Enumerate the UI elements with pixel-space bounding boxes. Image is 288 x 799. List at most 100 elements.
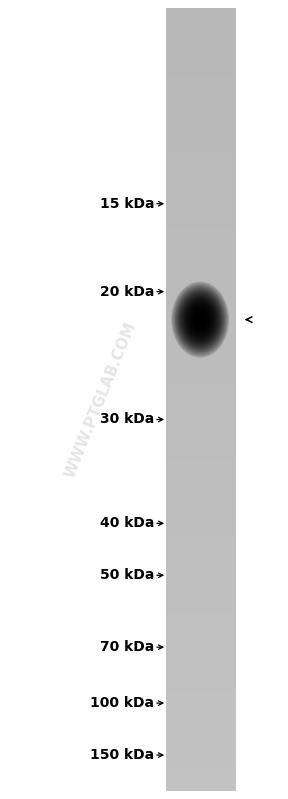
Bar bbox=[166, 378, 236, 380]
Bar bbox=[166, 104, 236, 106]
Bar bbox=[166, 444, 236, 447]
Ellipse shape bbox=[174, 285, 226, 354]
Bar bbox=[166, 551, 236, 552]
Ellipse shape bbox=[182, 296, 218, 344]
Bar bbox=[166, 323, 236, 325]
Ellipse shape bbox=[173, 284, 228, 356]
Bar bbox=[166, 16, 236, 18]
Bar bbox=[166, 519, 236, 521]
Ellipse shape bbox=[180, 293, 220, 346]
Bar bbox=[166, 769, 236, 772]
Bar bbox=[166, 718, 236, 721]
Bar bbox=[166, 697, 236, 699]
Bar bbox=[166, 244, 236, 247]
Bar bbox=[166, 658, 236, 660]
Bar bbox=[166, 212, 236, 213]
Bar bbox=[166, 380, 236, 382]
Bar bbox=[166, 555, 236, 556]
Bar bbox=[166, 690, 236, 691]
Bar bbox=[166, 543, 236, 544]
Text: 150 kDa: 150 kDa bbox=[90, 748, 154, 762]
Bar bbox=[166, 292, 236, 294]
Bar bbox=[166, 42, 236, 43]
Bar bbox=[166, 494, 236, 495]
Bar bbox=[166, 27, 236, 30]
Bar bbox=[166, 633, 236, 634]
Bar bbox=[166, 370, 236, 372]
Bar bbox=[166, 531, 236, 533]
Bar bbox=[166, 398, 236, 400]
Bar bbox=[166, 225, 236, 227]
Bar bbox=[166, 547, 236, 548]
Bar bbox=[166, 347, 236, 348]
Bar bbox=[166, 482, 236, 483]
Bar bbox=[166, 486, 236, 487]
Bar bbox=[166, 511, 236, 513]
Ellipse shape bbox=[176, 287, 225, 352]
Bar bbox=[166, 386, 236, 388]
Bar bbox=[166, 668, 236, 670]
Bar bbox=[166, 313, 236, 316]
Bar bbox=[166, 785, 236, 787]
Bar bbox=[166, 272, 236, 274]
Bar bbox=[166, 507, 236, 509]
Bar bbox=[166, 20, 236, 22]
Bar bbox=[166, 74, 236, 77]
Ellipse shape bbox=[172, 282, 228, 357]
Bar bbox=[166, 209, 236, 212]
Bar bbox=[166, 564, 236, 566]
Bar bbox=[166, 243, 236, 244]
Ellipse shape bbox=[178, 290, 222, 349]
Bar bbox=[166, 290, 236, 292]
Bar bbox=[166, 163, 236, 165]
Bar bbox=[166, 664, 236, 666]
Bar bbox=[166, 401, 236, 403]
Bar bbox=[166, 443, 236, 444]
Bar bbox=[166, 184, 236, 186]
Bar bbox=[166, 490, 236, 491]
Bar bbox=[166, 382, 236, 384]
Bar bbox=[166, 177, 236, 178]
Bar bbox=[166, 360, 236, 362]
Bar bbox=[166, 626, 236, 629]
Bar bbox=[166, 429, 236, 431]
Ellipse shape bbox=[176, 288, 224, 351]
Bar bbox=[166, 233, 236, 235]
Bar bbox=[166, 666, 236, 668]
Bar bbox=[166, 247, 236, 248]
Ellipse shape bbox=[183, 296, 218, 343]
Bar bbox=[166, 736, 236, 738]
Bar bbox=[166, 648, 236, 650]
Ellipse shape bbox=[193, 310, 207, 329]
Bar bbox=[166, 746, 236, 748]
Bar bbox=[166, 505, 236, 507]
Bar bbox=[166, 364, 236, 366]
Bar bbox=[166, 495, 236, 497]
Bar bbox=[166, 656, 236, 658]
Bar bbox=[166, 679, 236, 682]
Bar bbox=[166, 646, 236, 648]
Bar bbox=[166, 517, 236, 519]
Bar bbox=[166, 53, 236, 55]
Bar bbox=[166, 570, 236, 572]
Bar bbox=[166, 39, 236, 42]
Bar bbox=[166, 601, 236, 603]
Bar bbox=[166, 670, 236, 672]
Bar bbox=[166, 181, 236, 182]
Bar bbox=[166, 394, 236, 396]
Bar bbox=[166, 682, 236, 683]
Ellipse shape bbox=[191, 308, 209, 332]
Bar bbox=[166, 621, 236, 622]
Bar bbox=[166, 106, 236, 108]
Bar bbox=[166, 701, 236, 703]
Ellipse shape bbox=[187, 303, 213, 336]
Bar bbox=[166, 478, 236, 479]
Bar bbox=[166, 691, 236, 693]
Bar bbox=[166, 558, 236, 560]
Bar bbox=[166, 127, 236, 129]
Bar bbox=[166, 121, 236, 124]
Text: 70 kDa: 70 kDa bbox=[100, 640, 154, 654]
Bar bbox=[166, 756, 236, 757]
Ellipse shape bbox=[181, 295, 219, 344]
Bar bbox=[166, 337, 236, 339]
